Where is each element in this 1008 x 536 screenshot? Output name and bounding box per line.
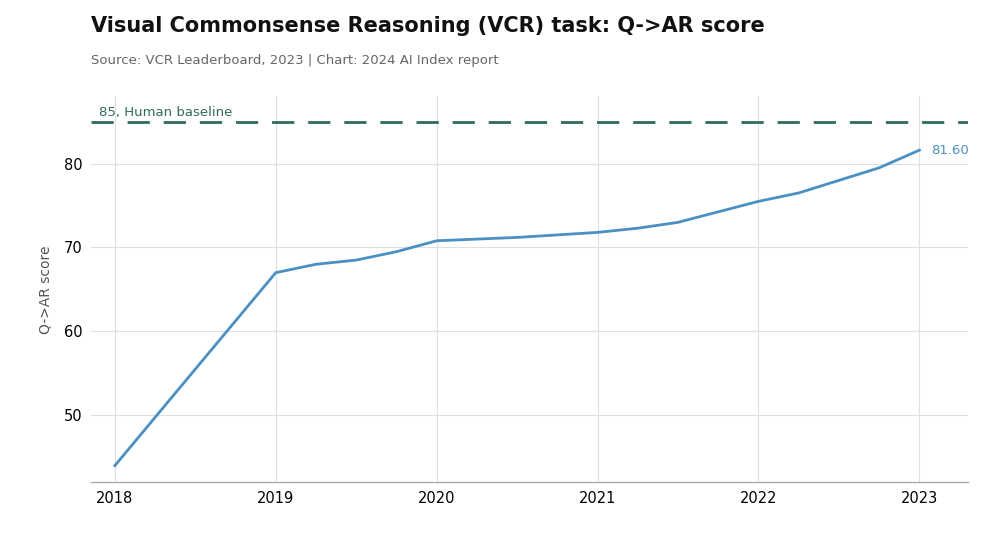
- Text: Visual Commonsense Reasoning (VCR) task: Q->AR score: Visual Commonsense Reasoning (VCR) task:…: [91, 16, 764, 36]
- Y-axis label: Q->AR score: Q->AR score: [38, 245, 52, 334]
- Text: Source: VCR Leaderboard, 2023 | Chart: 2024 AI Index report: Source: VCR Leaderboard, 2023 | Chart: 2…: [91, 54, 498, 66]
- Text: 85, Human baseline: 85, Human baseline: [99, 106, 232, 119]
- Text: 81.60: 81.60: [930, 144, 969, 157]
